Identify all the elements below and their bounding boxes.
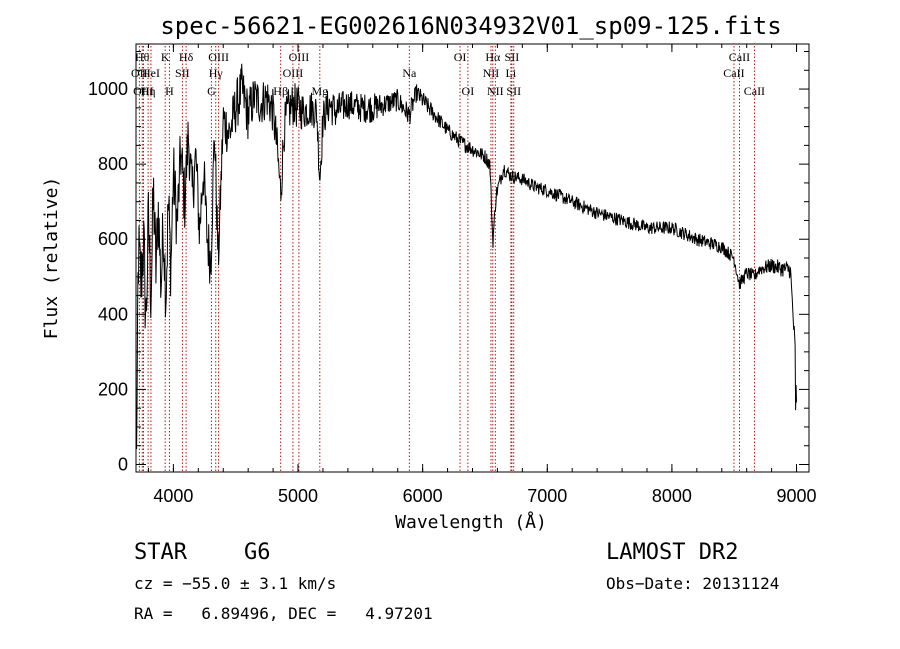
spectrum-line — [136, 63, 797, 450]
y-axis-ticks: 0 200 400 600 800 1000 — [88, 51, 809, 474]
line-marker-label: SII — [175, 66, 190, 80]
line-marker-label: OI — [462, 84, 475, 98]
line-marker-label: Hα — [485, 50, 501, 64]
line-marker-label: CaII — [744, 84, 765, 98]
chart-title: spec-56621-EG002616N034932V01_sp09-125.f… — [160, 12, 781, 40]
line-marker-label: OIII — [208, 50, 229, 64]
line-marker-label: K — [161, 50, 170, 64]
x-tick-label: 5000 — [278, 486, 318, 506]
x-axis-label: Wavelength (Å) — [395, 511, 547, 533]
y-tick-label: 0 — [118, 454, 128, 474]
line-marker-label: HeI — [142, 66, 160, 80]
line-marker-label: OI — [454, 50, 467, 64]
coordinates: RA = 6.89496, DEC = 4.97201 — [134, 604, 433, 623]
line-marker-label: H — [165, 84, 174, 98]
x-tick-label: 8000 — [652, 486, 692, 506]
line-marker-label: Li — [506, 66, 517, 80]
line-marker-label: SII — [505, 50, 520, 64]
line-marker-label: NII — [483, 66, 500, 80]
x-tick-label: 6000 — [403, 486, 443, 506]
y-tick-label: 1000 — [88, 79, 128, 99]
survey-name: LAMOST DR2 — [606, 540, 739, 565]
line-marker-label: OIII — [283, 66, 304, 80]
line-marker-label: NII — [487, 84, 504, 98]
line-marker-label: OIII — [133, 84, 154, 98]
y-tick-label: 400 — [98, 304, 128, 324]
y-tick-label: 800 — [98, 154, 128, 174]
line-marker-label: Hδ — [179, 50, 194, 64]
y-tick-label: 200 — [98, 379, 128, 399]
line-marker-label: CaII — [729, 50, 750, 64]
x-tick-label: 7000 — [527, 486, 567, 506]
line-marker-label: OIII — [289, 50, 310, 64]
line-marker-label: Hθ — [135, 50, 150, 64]
observation-date: Obs−Date: 20131124 — [606, 574, 780, 593]
y-tick-label: 600 — [98, 229, 128, 249]
y-axis-label: Flux (relative) — [41, 177, 62, 340]
object-class: STAR — [134, 540, 187, 565]
x-tick-label: 4000 — [153, 486, 193, 506]
object-subclass: G6 — [244, 540, 271, 565]
line-marker-label: OII — [131, 66, 148, 80]
line-marker-label: Hη — [141, 84, 156, 98]
line-marker-label: Hγ — [209, 66, 224, 80]
line-marker-label: SII — [506, 84, 521, 98]
line-marker-label: Mg — [311, 84, 328, 98]
line-marker-label: Hβ — [273, 84, 288, 98]
x-axis-ticks: 4000 5000 6000 7000 8000 9000 — [147, 44, 817, 506]
line-marker-label: Na — [402, 66, 417, 80]
redshift-velocity: cz = −55.0 ± 3.1 km/s — [134, 574, 337, 593]
x-tick-label: 9000 — [777, 486, 817, 506]
line-marker-label: G — [207, 84, 216, 98]
line-marker-label: CaII — [723, 66, 744, 80]
